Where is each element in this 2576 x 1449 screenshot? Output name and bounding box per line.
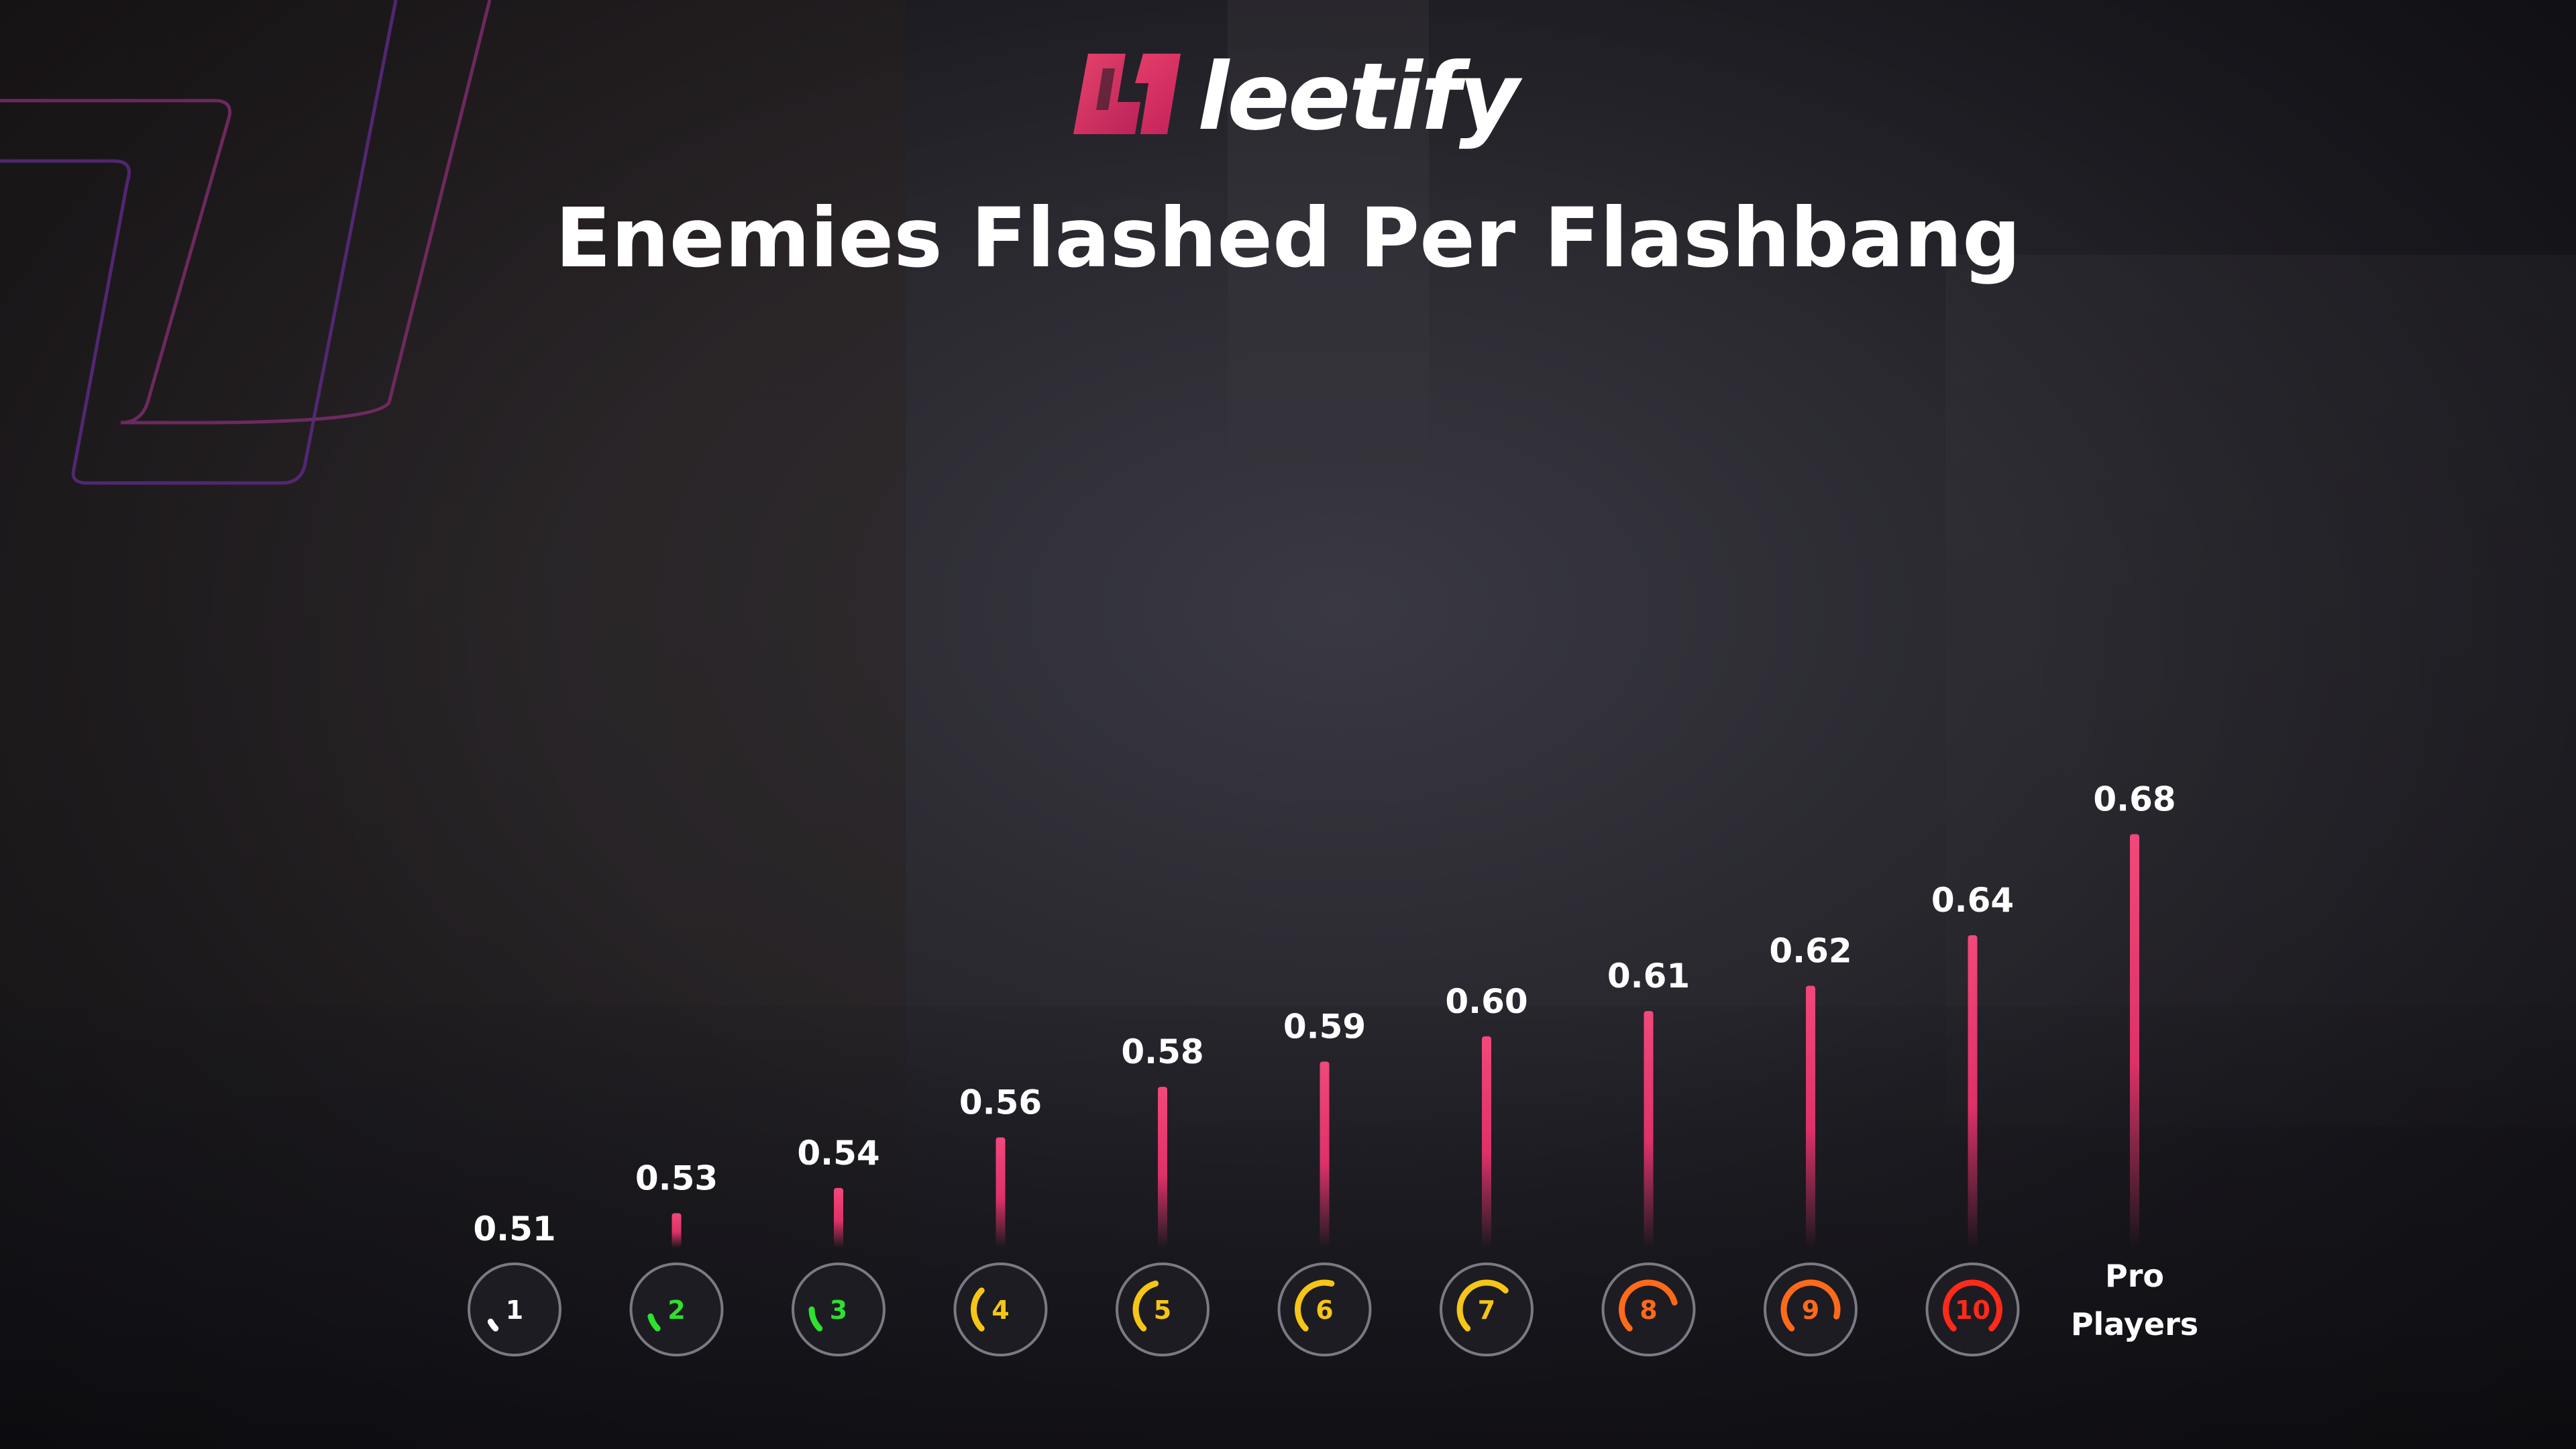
value-label: 0.58 bbox=[1121, 1032, 1203, 1071]
background-ground bbox=[0, 1006, 2576, 1449]
rank-badge-arc bbox=[971, 1287, 985, 1332]
rank-badge-number: 1 bbox=[506, 1295, 523, 1325]
rank-badge-ring bbox=[1440, 1263, 1534, 1356]
bar-7 bbox=[1482, 1036, 1491, 1248]
rank-badge-number: 8 bbox=[1640, 1295, 1657, 1325]
value-label: 0.59 bbox=[1283, 1007, 1366, 1046]
rank-badge-5-icon: 5 bbox=[1116, 1263, 1210, 1356]
rank-badge-ring bbox=[1277, 1263, 1372, 1356]
rank-badge-number: 3 bbox=[830, 1295, 847, 1325]
rank-badge-10-icon: 10 bbox=[1925, 1263, 2020, 1356]
bar-2 bbox=[672, 1213, 682, 1248]
value-label: 0.53 bbox=[635, 1159, 718, 1197]
rank-badge-number: 5 bbox=[1154, 1295, 1171, 1325]
value-label: 0.51 bbox=[473, 1210, 555, 1248]
rank-badge-number: 7 bbox=[1478, 1295, 1495, 1325]
value-label: 0.61 bbox=[1607, 957, 1690, 996]
rank-badge-number: 6 bbox=[1316, 1295, 1333, 1325]
pro-players-label: Pro bbox=[2105, 1258, 2164, 1294]
rank-badge-ring bbox=[792, 1263, 885, 1356]
decorative-lines bbox=[0, 0, 492, 485]
value-label: 0.54 bbox=[797, 1134, 879, 1173]
rank-badge-arc bbox=[1457, 1280, 1509, 1332]
rank-badge-ring bbox=[1925, 1263, 2020, 1356]
pro-players-label: Players bbox=[2071, 1306, 2198, 1342]
rank-badge-number: 4 bbox=[991, 1295, 1009, 1325]
rank-badge-4-icon: 4 bbox=[953, 1263, 1048, 1356]
rank-badge-arc bbox=[1943, 1279, 2002, 1332]
bar-5 bbox=[1158, 1087, 1167, 1248]
bar-4 bbox=[996, 1137, 1006, 1248]
background-tower bbox=[1228, 0, 1429, 470]
bar-3 bbox=[834, 1187, 843, 1248]
rank-badge-arc bbox=[1295, 1279, 1335, 1332]
value-label: 0.60 bbox=[1445, 982, 1527, 1021]
rank-badge-9-icon: 9 bbox=[1764, 1263, 1858, 1356]
leetify-logo-text: leetify bbox=[1197, 43, 1519, 151]
bar-10 bbox=[1968, 935, 1978, 1248]
value-label: 0.68 bbox=[2093, 780, 2176, 818]
rank-badge-ring bbox=[1764, 1263, 1858, 1356]
rank-badge-number: 2 bbox=[667, 1295, 685, 1325]
bar-pro-players bbox=[2130, 834, 2139, 1248]
rank-badge-number: 9 bbox=[1802, 1295, 1819, 1325]
rank-badge-arc bbox=[808, 1306, 823, 1332]
rank-badge-8-icon: 8 bbox=[1601, 1263, 1696, 1356]
background-building bbox=[1945, 255, 2576, 1127]
rank-badge-arc bbox=[487, 1318, 499, 1332]
rank-badge-6-icon: 6 bbox=[1277, 1263, 1372, 1356]
bar-8 bbox=[1644, 1011, 1654, 1248]
bar-9 bbox=[1806, 985, 1815, 1248]
rank-badge-ring bbox=[629, 1263, 724, 1356]
rank-badge-arc bbox=[1780, 1279, 1841, 1332]
rank-badge-arc bbox=[1619, 1279, 1678, 1332]
leetify-logo: leetify bbox=[1073, 47, 1519, 148]
leetify-logo-mark-icon bbox=[1073, 54, 1181, 134]
rank-badge-ring bbox=[1116, 1263, 1210, 1356]
rank-badge-7-icon: 7 bbox=[1440, 1263, 1534, 1356]
rank-badge-ring bbox=[1601, 1263, 1696, 1356]
value-label: 0.64 bbox=[1931, 881, 2014, 920]
value-label: 0.62 bbox=[1769, 931, 1851, 970]
rank-badge-2-icon: 2 bbox=[629, 1263, 724, 1356]
bar-6 bbox=[1320, 1061, 1330, 1248]
rank-badge-arc bbox=[1132, 1280, 1159, 1332]
rank-badge-1-icon: 1 bbox=[468, 1263, 561, 1356]
rank-badge-ring bbox=[953, 1263, 1048, 1356]
chart-title: Enemies Flashed Per Flashbang bbox=[555, 191, 2021, 286]
rank-badge-number: 10 bbox=[1955, 1295, 1990, 1325]
rank-badge-3-icon: 3 bbox=[792, 1263, 885, 1356]
value-label: 0.56 bbox=[959, 1083, 1042, 1122]
rank-badge-arc bbox=[647, 1313, 661, 1332]
rank-badge-ring bbox=[468, 1263, 561, 1356]
